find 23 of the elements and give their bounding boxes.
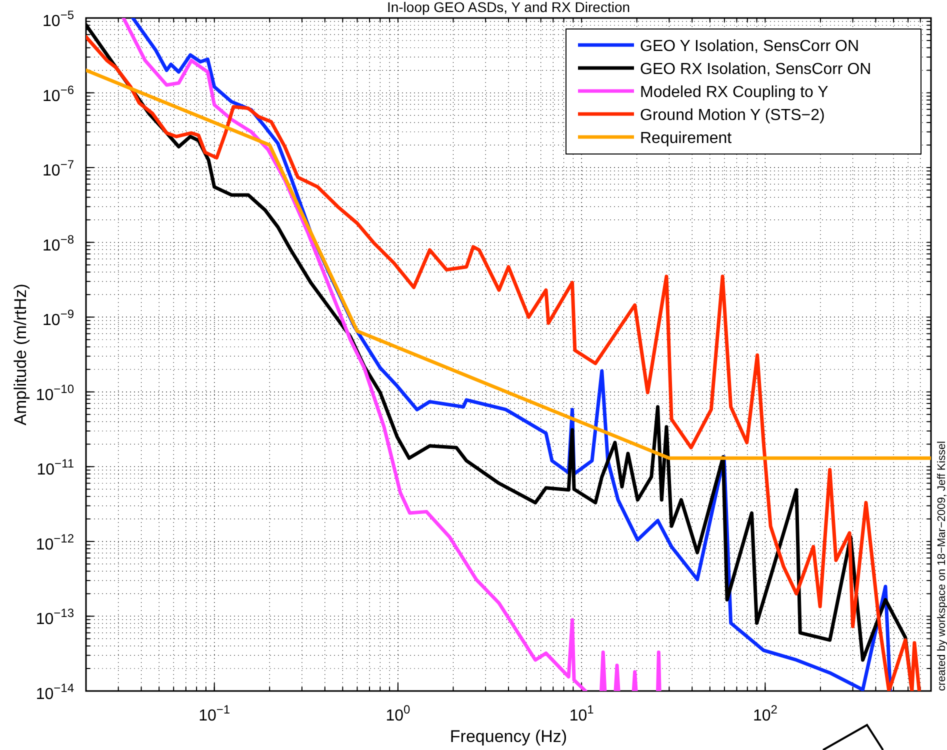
y-tick-label: 10$^{−13}$: [36, 606, 74, 628]
x-axis-title: Frequency (Hz): [450, 727, 568, 746]
y-tick-label: 10$^{−11}$: [36, 456, 74, 479]
y-tick-label: 10$^{−10}$: [36, 382, 74, 404]
y-tick-label: 10$^{−6}$: [42, 82, 74, 105]
y-tick-label: 10$^{−14}$: [36, 681, 74, 703]
legend-label: Ground Motion Y (STS−2): [640, 107, 825, 124]
x-tick-label: 10$^{0}$: [386, 702, 411, 725]
y-tick-label: 10$^{−9}$: [42, 307, 74, 330]
legend-label: GEO RX Isolation, SensCorr ON: [640, 61, 872, 78]
legend-label: Requirement: [640, 130, 732, 147]
y-tick-label: 10$^{−5}$: [42, 8, 74, 30]
y-tick-label: 10$^{−7}$: [42, 158, 74, 180]
x-tick-label: 10$^{−1}$: [198, 702, 230, 725]
x-tick-label: 10$^{1}$: [569, 702, 594, 725]
y-tick-label: 10$^{−12}$: [36, 531, 74, 554]
text: created by workspace on 18−Mar−2009, Jeff Kissel: [936, 441, 947, 691]
y-tick-label: 10$^{−8}$: [42, 232, 74, 254]
legend-label: GEO Y Isolation, SensCorr ON: [640, 38, 860, 55]
y-axis-title: Amplitude (m/rtHz): [11, 284, 30, 426]
chart-title: In-loop GEO ASDs, Y and RX Direction: [386, 0, 630, 15]
legend-label: Modeled RX Coupling to Y: [640, 84, 829, 101]
x-tick-label: 10$^{2}$: [752, 702, 778, 725]
